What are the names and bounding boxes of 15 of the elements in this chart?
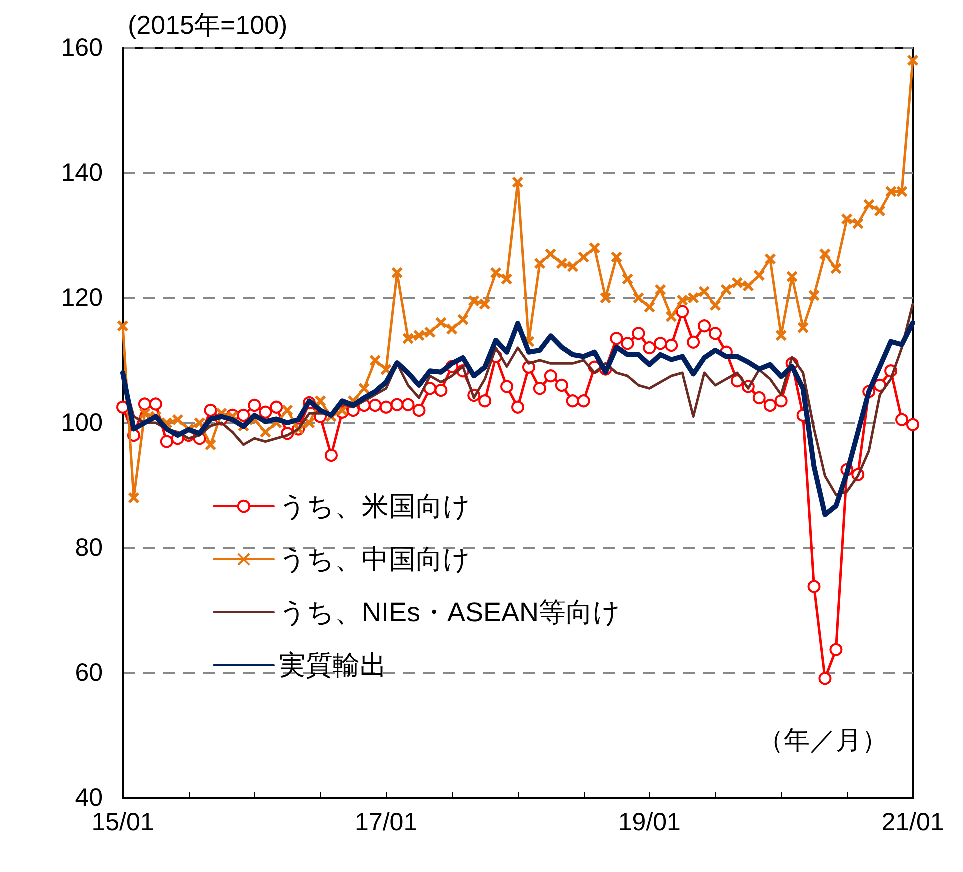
y-tick-label: 100 (61, 409, 103, 437)
y-tick-label: 80 (75, 534, 103, 562)
legend-label: 実質輸出 (279, 650, 387, 680)
y-tick-label: 140 (61, 159, 103, 187)
annotation: （年／月） (758, 725, 888, 755)
legend-label: うち、NIEs・ASEAN等向け (279, 598, 622, 628)
legend-label: うち、米国向け (279, 492, 471, 522)
y-tick-label: 120 (61, 284, 103, 312)
x-tick-label: 17/01 (355, 808, 418, 836)
y-tick-label: 160 (61, 34, 103, 62)
legend-label: うち、中国向け (279, 544, 471, 574)
x-tick-label: 21/01 (882, 808, 944, 836)
x-tick-label: 19/01 (618, 808, 681, 836)
y-axis-title: (2015年=100) (128, 10, 288, 40)
y-tick-label: 60 (75, 659, 103, 687)
